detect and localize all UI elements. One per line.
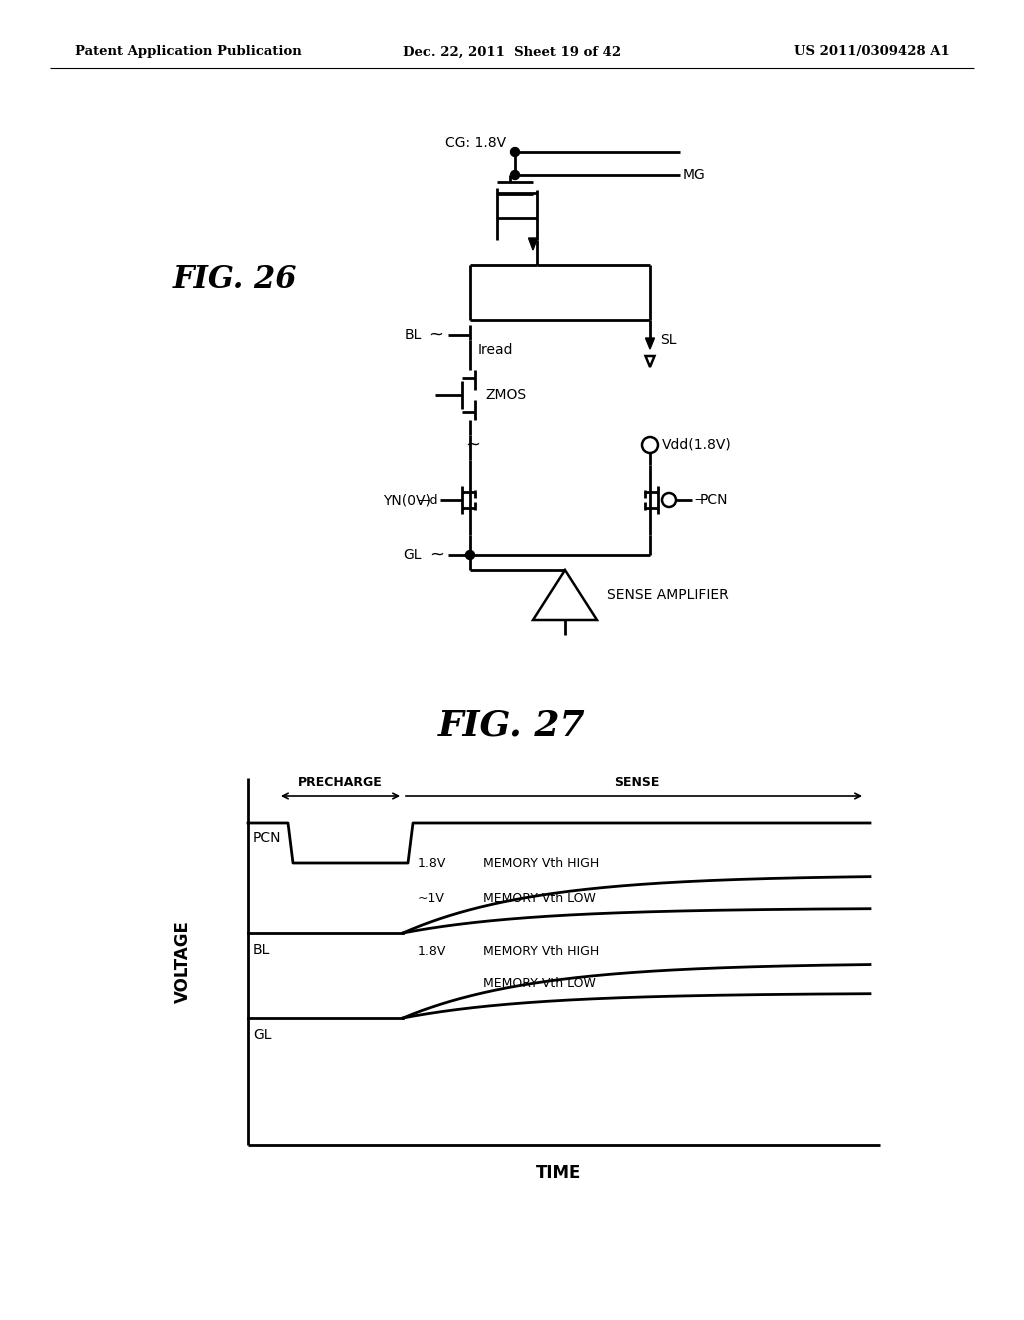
Text: FIG. 26: FIG. 26 <box>173 264 297 296</box>
Text: PRECHARGE: PRECHARGE <box>298 776 383 788</box>
Text: MG: MG <box>683 168 706 182</box>
Text: MEMORY Vth LOW: MEMORY Vth LOW <box>483 977 596 990</box>
Text: PCN: PCN <box>700 492 728 507</box>
Text: GL: GL <box>253 1028 271 1041</box>
Text: ~: ~ <box>465 436 480 454</box>
Polygon shape <box>645 356 654 367</box>
Text: SENSE AMPLIFIER: SENSE AMPLIFIER <box>607 587 729 602</box>
Text: US 2011/0309428 A1: US 2011/0309428 A1 <box>795 45 950 58</box>
Text: GL: GL <box>403 548 422 562</box>
Text: MEMORY Vth HIGH: MEMORY Vth HIGH <box>483 857 599 870</box>
Circle shape <box>466 550 474 560</box>
Text: Vdd(1.8V): Vdd(1.8V) <box>662 438 732 451</box>
Text: SENSE: SENSE <box>613 776 659 788</box>
Text: PCN: PCN <box>253 832 282 845</box>
Text: —d: —d <box>418 494 438 507</box>
Text: CG: 1.8V: CG: 1.8V <box>445 136 506 150</box>
Text: MEMORY Vth HIGH: MEMORY Vth HIGH <box>483 945 599 958</box>
Circle shape <box>511 170 519 180</box>
Polygon shape <box>645 338 654 348</box>
Text: ZMOS: ZMOS <box>485 388 526 403</box>
Text: VOLTAGE: VOLTAGE <box>174 920 193 1003</box>
Text: 1.8V: 1.8V <box>418 945 446 958</box>
Text: BL: BL <box>253 942 270 957</box>
Polygon shape <box>534 570 597 620</box>
Text: 1.8V: 1.8V <box>418 857 446 870</box>
Text: ~: ~ <box>428 326 443 345</box>
Text: Dec. 22, 2011  Sheet 19 of 42: Dec. 22, 2011 Sheet 19 of 42 <box>402 45 622 58</box>
Text: ~1V: ~1V <box>418 892 444 906</box>
Text: BL: BL <box>404 327 422 342</box>
Text: ~: ~ <box>429 546 444 564</box>
Text: Iread: Iread <box>478 343 513 356</box>
Text: TIME: TIME <box>537 1164 582 1181</box>
Text: FIG. 27: FIG. 27 <box>438 708 586 742</box>
Text: —: — <box>694 494 707 507</box>
Text: YN(0V): YN(0V) <box>383 492 435 507</box>
Text: Patent Application Publication: Patent Application Publication <box>75 45 302 58</box>
Text: SL: SL <box>660 333 677 347</box>
Circle shape <box>511 148 519 157</box>
Polygon shape <box>528 238 538 249</box>
Text: MEMORY Vth LOW: MEMORY Vth LOW <box>483 892 596 906</box>
